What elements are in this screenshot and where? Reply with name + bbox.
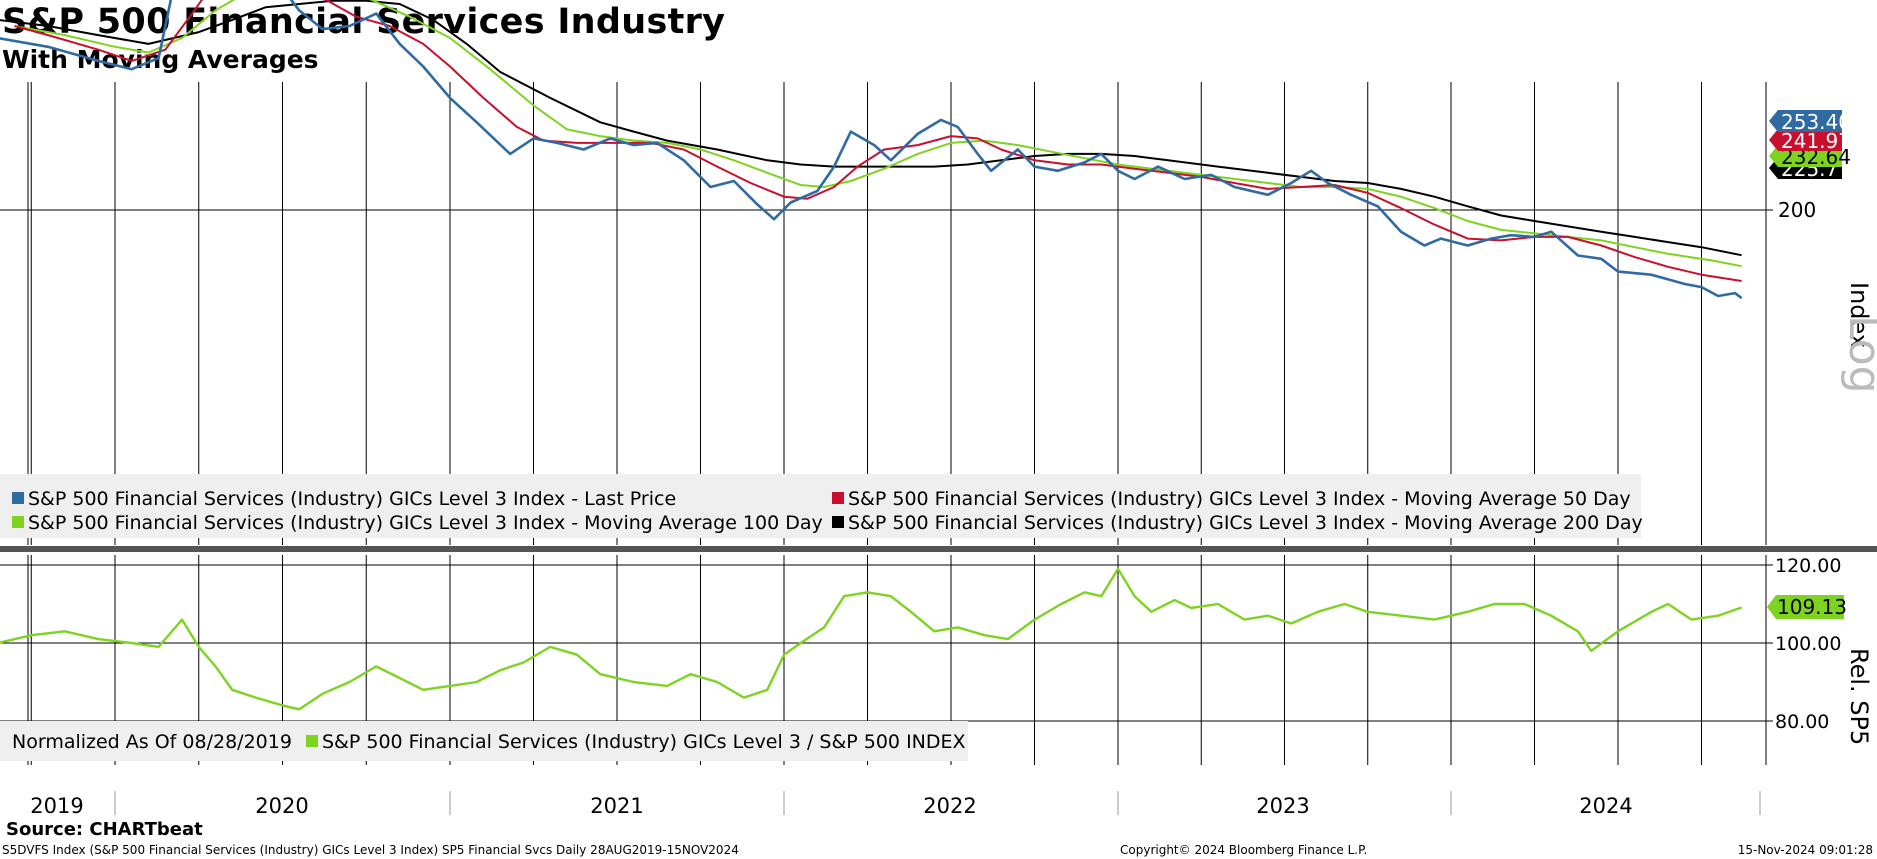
lower-y-axis-title: Rel. SP5 — [1845, 648, 1873, 745]
lower-y-tick-label-0: 80.00 — [1775, 711, 1829, 733]
relative-last-value-label: 109.13 — [1777, 595, 1847, 619]
lower-legend-box — [0, 721, 968, 761]
lower-legend-series-label: S&P 500 Financial Services (Industry) GI… — [322, 731, 966, 753]
last-value-label-1: 241.97 — [1781, 129, 1851, 153]
footer-timestamp: 15-Nov-2024 09:01:28 — [1737, 843, 1873, 857]
footer-copyright: Copyright© 2024 Bloomberg Finance L.P. — [1120, 843, 1368, 857]
x-axis-year-label-2022: 2022 — [923, 794, 976, 818]
lower-legend-normalized-label: Normalized As Of 08/28/2019 — [12, 731, 292, 753]
series-line-last-price — [0, 0, 1743, 300]
x-axis-year-label-2021: 2021 — [590, 794, 643, 818]
x-axis-year-label-2020: 2020 — [255, 794, 308, 818]
legend-swatch-1 — [832, 492, 844, 504]
series-line-moving-average-100-day — [14, 0, 1742, 268]
x-axis-year-label-2023: 2023 — [1256, 794, 1309, 818]
lower-y-tick-label-1: 100.00 — [1775, 633, 1841, 655]
legend-swatch-3 — [832, 516, 844, 528]
legend-swatch-0 — [12, 492, 24, 504]
relative-last-value-tag — [1767, 595, 1844, 619]
chart-title: S&P 500 Financial Services Industry — [2, 2, 726, 42]
upper-legend-box — [0, 474, 1641, 538]
series-line-moving-average-200-day — [0, 0, 1742, 257]
log-scale-label: Log — [1839, 315, 1877, 394]
legend-swatch-2 — [12, 516, 24, 528]
series-line-moving-average-50-day — [14, 0, 1742, 282]
last-value-tag-1 — [1769, 129, 1842, 151]
legend-label-1: S&P 500 Financial Services (Industry) GI… — [848, 488, 1631, 510]
footer-description: S5DVFS Index (S&P 500 Financial Services… — [2, 843, 739, 857]
source-label: Source: CHARTbeat — [6, 819, 203, 840]
relative-performance-line — [0, 567, 1742, 711]
panel-separator — [0, 546, 1877, 552]
lower-legend-swatch — [306, 735, 318, 747]
upper-y-axis-title: Index — [1845, 282, 1873, 348]
upper-y-tick-label-200: 200 — [1778, 198, 1816, 222]
lower-y-tick-label-2: 120.00 — [1775, 555, 1841, 577]
legend-label-2: S&P 500 Financial Services (Industry) GI… — [28, 512, 823, 534]
last-value-tag-0 — [1769, 110, 1842, 132]
x-axis-year-label-2019: 2019 — [30, 794, 83, 818]
legend-label-3: S&P 500 Financial Services (Industry) GI… — [848, 512, 1643, 534]
legend-label-0: S&P 500 Financial Services (Industry) GI… — [28, 488, 676, 510]
last-value-label-0: 253.40 — [1781, 110, 1851, 134]
x-axis-year-label-2024: 2024 — [1579, 794, 1632, 818]
